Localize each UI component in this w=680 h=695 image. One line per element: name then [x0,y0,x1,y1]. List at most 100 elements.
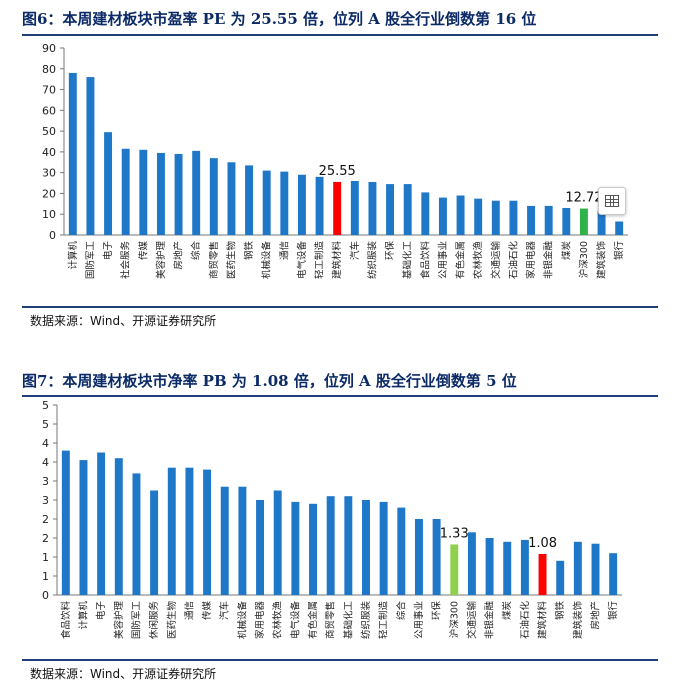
category-label: 美容护理 [155,241,167,280]
bar-公用事业 [438,197,447,235]
category-label: 交通运输 [466,601,478,640]
category-label: 钢铁 [243,241,255,261]
bar-传媒 [203,469,212,595]
pb-bar-chart: 0 1 1 2 2 3 3 4 4 5 5 食品饮料 计算机 电子 美容护理 国防军工 休闲服务 医药生物 通信 传媒… [42,399,622,640]
bar-汽车 [220,486,229,595]
bar-环保 [432,519,441,595]
category-label: 社会服务 [120,241,132,280]
bar-家用电器 [256,500,265,595]
bar-沪深300 [579,208,588,235]
y-tick-label: 50 [42,125,56,138]
bar-电气设备 [297,174,306,235]
category-label: 机械设备 [236,601,248,640]
bar-计算机 [68,72,77,235]
bar-美容护理 [114,458,123,595]
table-view-button[interactable] [598,187,626,215]
category-label: 钢铁 [554,601,566,621]
category-label: 医药生物 [225,241,237,280]
y-tick-label: 0 [49,229,56,242]
y-tick-label: 5 [42,399,49,412]
category-label: 沪深300 [578,241,590,278]
pe-bar-chart: 0 10 20 30 40 50 60 70 80 90 计算机 国防军工 电子 社会服务 传媒 美容护理 房地… [42,42,628,280]
category-label: 综合 [190,241,202,261]
table-grid-icon [605,195,619,207]
y-tick-label: 5 [42,418,49,431]
category-label: 纺织服装 [360,601,372,640]
category-label: 通信 [278,241,290,260]
figure-7-title-rule [22,395,658,397]
category-label: 商贸零售 [208,241,220,279]
y-tick-label: 0 [42,589,49,602]
bar-轻工制造 [315,176,324,235]
category-label: 医药生物 [166,601,178,640]
bar-食品饮料 [61,450,70,595]
category-label: 非银金融 [484,601,496,640]
category-label: 计算机 [67,241,79,270]
bar-商贸零售 [326,496,335,595]
y-tick-label: 90 [42,42,56,55]
bar-通信 [185,467,194,595]
y-tick-label: 2 [42,513,49,526]
category-label: 商贸零售 [325,601,337,639]
category-label: 环保 [384,241,396,261]
category-label: 有色金属 [455,241,467,279]
figure-6-title: 图6：本周建材板块市盈率 PE 为 25.55 倍，位列 A 股全行业倒数第 1… [22,10,537,28]
category-label: 传媒 [137,241,149,261]
bar-电子 [104,132,113,235]
bar-医药生物 [227,162,236,235]
bar-电子 [97,452,106,595]
figure-6-source: 数据来源：Wind、开源证券研究所 [30,314,217,328]
bar-环保 [386,184,395,235]
category-label: 食品饮料 [60,601,72,640]
bar-公用事业 [414,519,423,595]
data-label-沪深300: 1.33 [440,526,469,541]
bar-农林牧渔 [474,198,483,235]
category-label: 汽车 [349,241,361,260]
bar-钢铁 [245,165,254,235]
category-label: 综合 [395,601,407,621]
bar-建筑装饰 [597,211,606,235]
bar-非银金融 [485,538,494,595]
y-tick-label: 10 [42,208,56,221]
figure-7-source: 数据来源：Wind、开源证券研究所 [30,667,217,681]
bar-纺织服装 [362,500,370,595]
category-label: 电气设备 [296,241,308,280]
category-label: 银行 [607,601,619,621]
category-label: 沪深300 [448,601,460,638]
data-label-建筑材料: 1.08 [528,536,557,551]
bar-医药生物 [167,467,176,595]
category-label: 非银金融 [543,241,555,280]
category-label: 纺织服装 [366,241,378,280]
y-tick-label: 20 [42,187,56,200]
bar-通信 [280,171,289,235]
y-tick-label: 70 [42,84,56,97]
bar-房地产 [174,153,183,235]
figure-6-bottom-rule [22,306,658,308]
category-label: 食品饮料 [419,241,431,280]
category-label: 家用电器 [525,241,537,280]
bar-综合 [397,507,406,595]
bar-建筑材料 [538,553,547,595]
category-label: 电子 [95,601,107,621]
figure-6-title-rule [22,34,658,36]
bar-基础化工 [403,184,412,235]
y-tick-label: 4 [42,456,49,469]
bar-家用电器 [527,205,536,235]
category-label: 农林牧渔 [472,241,484,280]
category-label: 传媒 [201,601,213,621]
bar-石油石化 [520,539,529,595]
category-label: 国防军工 [130,601,142,640]
bar-国防军工 [86,77,95,235]
bar-电气设备 [291,501,300,595]
bar-商贸零售 [209,158,218,235]
category-label: 通信 [183,601,195,620]
bar-沪深300 [450,544,459,595]
data-label-沪深300: 12.72 [565,191,602,206]
category-label: 交通运输 [490,241,502,280]
bar-传媒 [139,149,148,235]
bar-房地产 [591,543,600,595]
y-tick-label: 3 [42,475,49,488]
data-label-建筑材料: 25.55 [319,164,356,179]
category-label: 国防军工 [84,241,96,280]
bar-煤炭 [503,541,512,595]
